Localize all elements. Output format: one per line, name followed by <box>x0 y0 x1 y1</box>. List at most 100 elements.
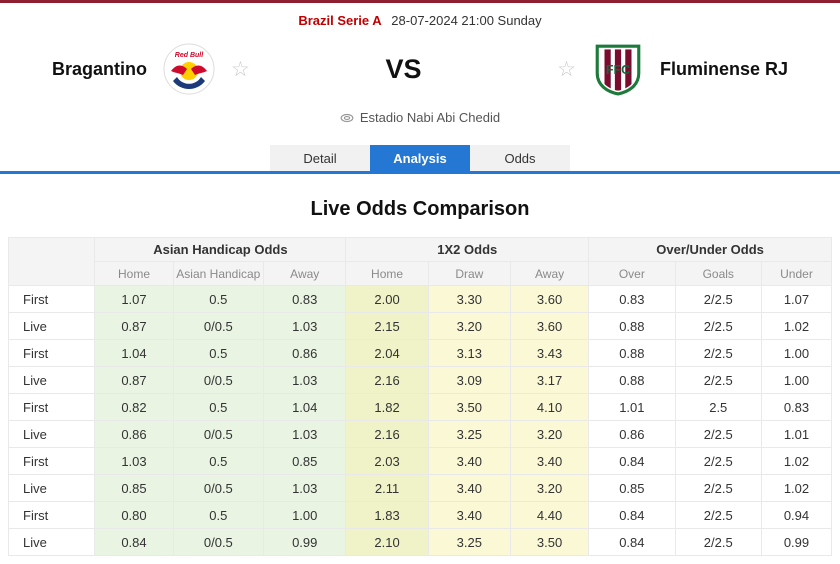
away-team: ☆ FFC Fluminense RJ <box>557 42 788 96</box>
odds-cell: 0/0.5 <box>172 420 265 448</box>
odds-cell: 1.00 <box>760 366 833 394</box>
odds-cell: 2/2.5 <box>674 366 762 394</box>
odds-cell: 2.04 <box>345 339 429 367</box>
tab-detail[interactable]: Detail <box>270 145 370 171</box>
odds-cell: 0.84 <box>588 501 676 529</box>
odds-cell: 2/2.5 <box>674 528 762 556</box>
odds-cell: 0.86 <box>263 339 347 367</box>
svg-text:Red Bull: Red Bull <box>175 52 204 59</box>
odds-cell: 0.85 <box>588 474 676 502</box>
odds-cell: 0.88 <box>588 312 676 340</box>
odds-cell: 3.40 <box>427 501 511 529</box>
odds-cell: 0.5 <box>172 393 265 421</box>
odds-row: Live 0.84 0/0.5 0.99 2.10 3.25 3.50 0.84 2/2.5 0.… <box>7 528 833 556</box>
odds-cell: 2.10 <box>345 528 429 556</box>
odds-cell: 2/2.5 <box>674 339 762 367</box>
odds-cell: 0.84 <box>588 447 676 475</box>
odds-cell: 1.07 <box>94 285 174 313</box>
odds-cell: 3.20 <box>427 312 511 340</box>
venue-line: Estadio Nabi Abi Chedid <box>0 102 840 135</box>
odds-cell: 1.00 <box>760 339 833 367</box>
odds-cell: 3.40 <box>427 447 511 475</box>
odds-cell: 4.10 <box>509 393 590 421</box>
odds-cell: 0.94 <box>760 501 833 529</box>
odds-row: First 1.07 0.5 0.83 2.00 3.30 3.60 0.83 2/2.5 1.0… <box>7 285 833 313</box>
odds-row: First 0.80 0.5 1.00 1.83 3.40 4.40 0.84 2/2.5 0.9… <box>7 501 833 529</box>
odds-row: Live 0.85 0/0.5 1.03 2.11 3.40 3.20 0.85 2/2.5 1.… <box>7 474 833 502</box>
odds-cell: 0.83 <box>588 285 676 313</box>
bragantino-logo-icon: Red Bull <box>163 43 215 95</box>
row-label: First <box>7 447 96 475</box>
odds-cell: 3.60 <box>509 285 590 313</box>
odds-cell: 2/2.5 <box>674 474 762 502</box>
tab-analysis[interactable]: Analysis <box>370 145 470 171</box>
odds-cell: 4.40 <box>509 501 590 529</box>
odds-cell: 3.25 <box>427 420 511 448</box>
row-label: First <box>7 393 96 421</box>
home-team: Bragantino Red Bull ☆ <box>52 42 250 96</box>
odds-row: Live 0.87 0/0.5 1.03 2.16 3.09 3.17 0.88 2/2.5 1.… <box>7 366 833 394</box>
odds-cell: 1.07 <box>760 285 833 313</box>
odds-cell: 0.82 <box>94 393 174 421</box>
odds-cell: 3.40 <box>427 474 511 502</box>
match-datetime: 28-07-2024 21:00 Sunday <box>391 13 542 28</box>
odds-cell: 3.20 <box>509 474 590 502</box>
match-meta-line: Brazil Serie A 28-07-2024 21:00 Sunday <box>0 3 840 32</box>
subheader-1x2-home: Home <box>345 261 429 286</box>
odds-cell: 0.87 <box>94 366 174 394</box>
odds-row: First 0.82 0.5 1.04 1.82 3.50 4.10 1.01 2.5 0.83 <box>7 393 833 421</box>
row-label: Live <box>7 420 96 448</box>
league-name: Brazil Serie A <box>298 13 382 28</box>
venue-name: Estadio Nabi Abi Chedid <box>359 110 501 125</box>
subheader-ah-home: Home <box>94 261 174 286</box>
odds-cell: 3.13 <box>427 339 511 367</box>
odds-cell: 0.99 <box>760 528 833 556</box>
odds-cell: 0/0.5 <box>172 528 265 556</box>
subheader-1x2-away: Away <box>509 261 590 286</box>
away-favorite-star-icon[interactable]: ☆ <box>557 57 576 81</box>
odds-table: Asian Handicap Odds 1X2 Odds Over/Under … <box>7 237 833 556</box>
row-label: First <box>7 501 96 529</box>
odds-cell: 1.00 <box>263 501 347 529</box>
group-header-over-under: Over/Under Odds <box>588 237 832 262</box>
odds-cell: 3.20 <box>509 420 590 448</box>
odds-cell: 1.04 <box>94 339 174 367</box>
odds-cell: 2/2.5 <box>674 420 762 448</box>
svg-text:FFC: FFC <box>606 63 630 77</box>
stadium-icon <box>340 113 354 122</box>
odds-cell: 1.03 <box>263 474 347 502</box>
odds-cell: 3.50 <box>427 393 511 421</box>
odds-row: First 1.04 0.5 0.86 2.04 3.13 3.43 0.88 2/2.5 1.0… <box>7 339 833 367</box>
odds-cell: 1.01 <box>760 420 833 448</box>
odds-cell: 0.87 <box>94 312 174 340</box>
subheader-ou-under: Under <box>760 261 833 286</box>
odds-cell: 2.11 <box>345 474 429 502</box>
odds-cell: 1.03 <box>263 420 347 448</box>
odds-cell: 0/0.5 <box>172 366 265 394</box>
odds-cell: 0/0.5 <box>172 474 265 502</box>
odds-cell: 0.84 <box>588 528 676 556</box>
odds-cell: 1.02 <box>760 474 833 502</box>
odds-cell: 2/2.5 <box>674 312 762 340</box>
odds-cell: 3.50 <box>509 528 590 556</box>
odds-cell: 0.5 <box>172 285 265 313</box>
odds-cell: 3.43 <box>509 339 590 367</box>
odds-cell: 1.82 <box>345 393 429 421</box>
odds-cell: 0.86 <box>94 420 174 448</box>
row-label: Live <box>7 474 96 502</box>
odds-cell: 3.09 <box>427 366 511 394</box>
odds-row: Live 0.87 0/0.5 1.03 2.15 3.20 3.60 0.88 2/2.5 1.… <box>7 312 833 340</box>
subheader-ou-goals: Goals <box>674 261 762 286</box>
tab-odds[interactable]: Odds <box>470 145 570 171</box>
odds-cell: 0.83 <box>263 285 347 313</box>
odds-cell: 3.17 <box>509 366 590 394</box>
tabs-bar: Detail Analysis Odds <box>0 145 840 174</box>
odds-cell: 0.88 <box>588 366 676 394</box>
match-header: Bragantino Red Bull ☆ VS ☆ FFC Fluminens… <box>0 32 840 102</box>
home-team-name: Bragantino <box>52 58 148 79</box>
odds-cell: 1.83 <box>345 501 429 529</box>
home-favorite-star-icon[interactable]: ☆ <box>231 57 250 81</box>
odds-cell: 0.5 <box>172 447 265 475</box>
odds-cell: 2.00 <box>345 285 429 313</box>
row-label: First <box>7 285 96 313</box>
